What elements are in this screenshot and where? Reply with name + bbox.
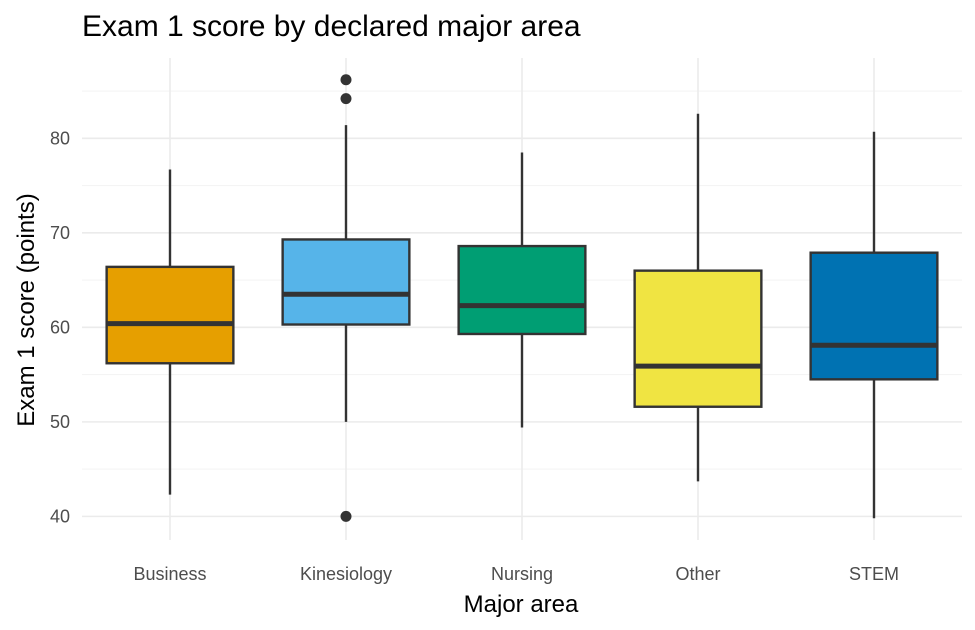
box-business: [105, 169, 235, 495]
y-tick-label: 70: [50, 223, 70, 243]
x-tick-label: Other: [675, 564, 720, 584]
y-tick-label: 60: [50, 317, 70, 337]
x-axis-ticks: Business Kinesiology Nursing Other STEM: [133, 564, 899, 584]
x-axis-title: Major area: [464, 591, 579, 618]
x-tick-label: STEM: [849, 564, 899, 584]
y-axis-ticks: 40 50 60 70 80: [50, 128, 70, 526]
box-body: [809, 251, 939, 381]
outlier-point: [340, 74, 352, 86]
x-tick-label: Nursing: [491, 564, 553, 584]
chart-title: Exam 1 score by declared major area: [82, 10, 581, 43]
box-stem: [809, 131, 939, 519]
box-body: [633, 269, 763, 408]
box-body: [457, 244, 587, 336]
box-nursing: [457, 152, 587, 428]
outlier-point: [340, 510, 352, 522]
box-body: [105, 265, 235, 365]
boxes: [105, 74, 939, 522]
box-kinesiology: [281, 74, 411, 522]
y-tick-label: 80: [50, 128, 70, 148]
outlier-point: [340, 93, 352, 105]
y-tick-label: 50: [50, 412, 70, 432]
y-axis-title: Exam 1 score (points): [13, 193, 40, 426]
box-body: [281, 238, 411, 326]
x-tick-label: Business: [133, 564, 206, 584]
y-tick-label: 40: [50, 506, 70, 526]
box-other: [633, 113, 763, 482]
x-tick-label: Kinesiology: [300, 564, 392, 584]
